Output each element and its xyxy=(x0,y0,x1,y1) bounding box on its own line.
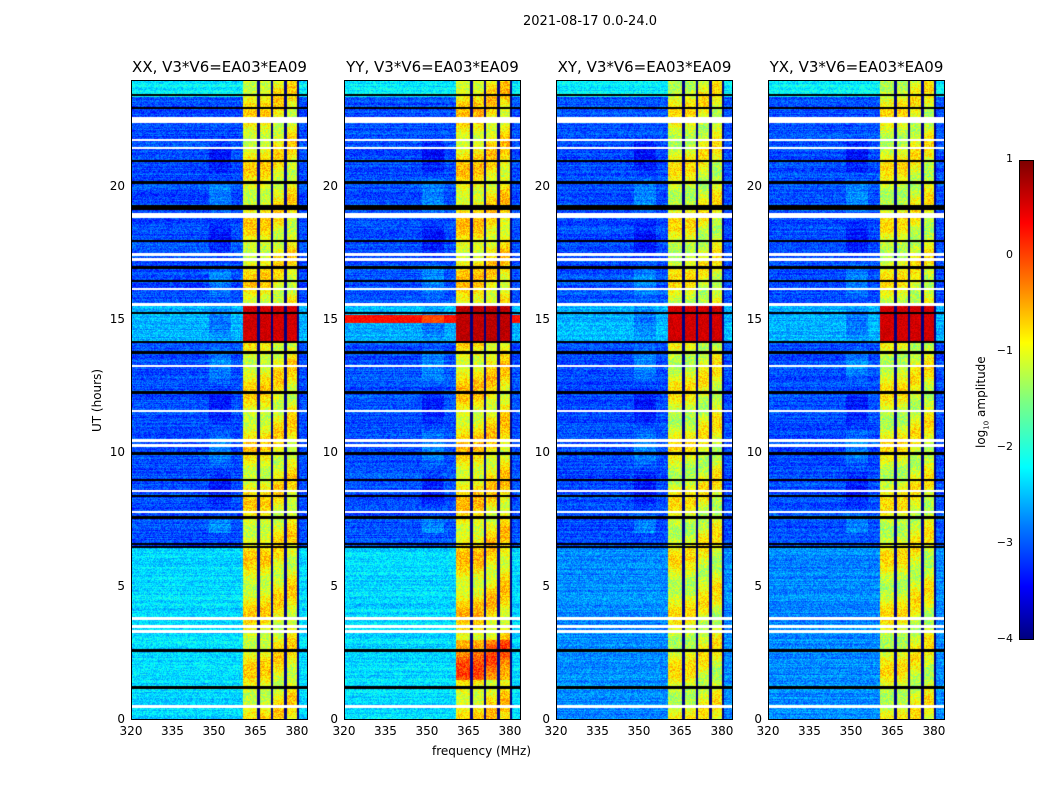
y-tick-label: 0 xyxy=(330,712,338,726)
x-tick-label: 335 xyxy=(586,724,609,738)
x-tick-label: 380 xyxy=(498,724,522,738)
y-tick-label: 20 xyxy=(109,178,125,193)
panel-title: XY, V3*V6=EA03*EA09 xyxy=(557,58,732,76)
spectrogram-image xyxy=(345,81,520,719)
y-tick-label: 5 xyxy=(542,578,550,593)
y-tick-label: 20 xyxy=(746,178,762,193)
y-axis-label: UT (hours) xyxy=(90,368,104,432)
y-tick-label: 0 xyxy=(542,712,550,726)
colorbar xyxy=(1019,160,1034,640)
spectrogram-image xyxy=(769,81,944,719)
y-tick-label: 20 xyxy=(534,178,550,193)
y-tick-label: 10 xyxy=(322,445,338,460)
y-tick-label: 15 xyxy=(534,312,550,326)
y-tick-label: 5 xyxy=(117,578,125,593)
y-tick-label: 5 xyxy=(330,578,338,593)
y-tick-label: 15 xyxy=(109,312,125,326)
x-axis-label: frequency (MHz) xyxy=(432,744,532,758)
x-tick-label: 365 xyxy=(457,724,480,738)
spectrogram-image xyxy=(132,81,307,719)
x-tick-label: 380 xyxy=(285,724,309,738)
x-tick-label: 335 xyxy=(374,724,397,738)
x-tick-label: 350 xyxy=(627,724,651,738)
y-tick-label: 15 xyxy=(746,312,762,326)
panel-title: XX, V3*V6=EA03*EA09 xyxy=(132,58,307,76)
x-tick-label: 320 xyxy=(544,724,568,738)
colorbar-tick-label: −2 xyxy=(996,440,1013,453)
y-tick-label: 10 xyxy=(534,445,550,460)
colorbar-tick-label: 1 xyxy=(1006,152,1013,165)
x-tick-label: 320 xyxy=(332,724,356,738)
x-tick-label: 350 xyxy=(202,724,226,738)
y-tick-label: 0 xyxy=(117,712,125,726)
heatmap-panel xyxy=(344,80,521,720)
panel-title: YX, V3*V6=EA03*EA09 xyxy=(769,58,944,76)
y-tick-label: 0 xyxy=(754,712,762,726)
y-tick-label: 20 xyxy=(322,178,338,193)
x-tick-label: 380 xyxy=(710,724,734,738)
colorbar-tick-label: −4 xyxy=(996,632,1013,645)
x-tick-label: 365 xyxy=(881,724,904,738)
x-tick-label: 380 xyxy=(922,724,946,738)
y-tick-label: 15 xyxy=(322,312,338,326)
colorbar-tick-label: −1 xyxy=(996,344,1013,357)
heatmap-panel xyxy=(556,80,733,720)
x-tick-label: 365 xyxy=(669,724,692,738)
x-tick-label: 335 xyxy=(798,724,821,738)
colorbar-tick-label: 0 xyxy=(1006,248,1013,261)
y-tick-label: 10 xyxy=(746,445,762,460)
x-tick-label: 320 xyxy=(119,724,143,738)
heatmap-panel xyxy=(768,80,945,720)
x-tick-label: 350 xyxy=(415,724,439,738)
heatmap-panel xyxy=(131,80,308,720)
x-tick-label: 365 xyxy=(244,724,267,738)
x-tick-label: 335 xyxy=(161,724,184,738)
spectrogram-image xyxy=(557,81,732,719)
x-tick-label: 350 xyxy=(839,724,863,738)
panel-title: YY, V3*V6=EA03*EA09 xyxy=(346,58,519,76)
y-tick-label: 10 xyxy=(109,445,125,460)
colorbar-tick-label: −3 xyxy=(996,536,1013,549)
figure-title: 2021-08-17 0.0-24.0 xyxy=(523,14,657,29)
colorbar-label: log10 amplitude xyxy=(974,356,991,448)
x-tick-label: 320 xyxy=(756,724,780,738)
y-tick-label: 5 xyxy=(754,578,762,593)
